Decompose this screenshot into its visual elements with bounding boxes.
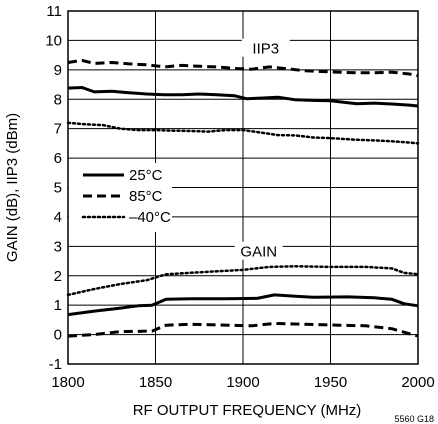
- y-tick-label: -1: [49, 356, 62, 373]
- legend-label-dashed: 85°C: [129, 188, 163, 205]
- y-tick-label: 9: [54, 62, 62, 79]
- series-line-iip3-solid-25C: [67, 86, 419, 108]
- x-tick-label: 1950: [314, 374, 347, 391]
- x-tick-label: 1850: [139, 374, 172, 391]
- legend: 25°C 85°C –40°C: [69, 163, 172, 232]
- annotation-background: [241, 38, 290, 57]
- series-line-gain-solid-25C: [67, 293, 419, 317]
- y-tick-label: 7: [54, 121, 62, 138]
- series-layer: [66, 58, 420, 338]
- y-axis-title: GAIN (dB), IIP3 (dBm): [4, 113, 21, 262]
- series-line-gain-dotted-40C: [66, 265, 420, 297]
- legend-label-dotted: –40°C: [129, 209, 171, 226]
- x-tick-label: 1900: [226, 374, 259, 391]
- y-tick-label: 11: [46, 3, 62, 20]
- series-line-iip3-dashed-85C: [67, 58, 419, 78]
- series-line-gain-dashed-85C: [67, 321, 419, 338]
- y-tick-label: 4: [54, 209, 62, 226]
- y-tick-label: 5: [54, 180, 62, 197]
- label-layer: IIP3 GAIN -1 0 1 2 3 4 5 6 7 8 9 10 11 1800 1850 1900 1950…: [4, 3, 435, 424]
- y-tick-label: 10: [45, 32, 62, 49]
- annotation-label-iip3: IIP3: [252, 41, 279, 58]
- y-tick-label: 2: [54, 268, 62, 285]
- frame-layer: [67, 10, 419, 365]
- legend-label-solid: 25°C: [129, 167, 163, 184]
- x-axis-title: RF OUTPUT FREQUENCY (MHz): [133, 402, 362, 419]
- series-line-iip3-dotted-40C: [66, 121, 420, 145]
- x-tick-label: 1800: [51, 374, 84, 391]
- y-tick-label: 0: [54, 327, 62, 344]
- y-tick-label: 6: [54, 150, 62, 167]
- x-tick-label: 2000: [401, 374, 434, 391]
- y-tick-label: 1: [54, 297, 62, 314]
- annotation-background: [234, 241, 283, 260]
- figure-code: 5560 G18: [394, 414, 434, 424]
- plot-frame: [67, 10, 419, 365]
- y-tick-label: 8: [54, 91, 62, 108]
- annotation-label-gain: GAIN: [240, 244, 277, 261]
- y-tick-label: 3: [54, 238, 62, 255]
